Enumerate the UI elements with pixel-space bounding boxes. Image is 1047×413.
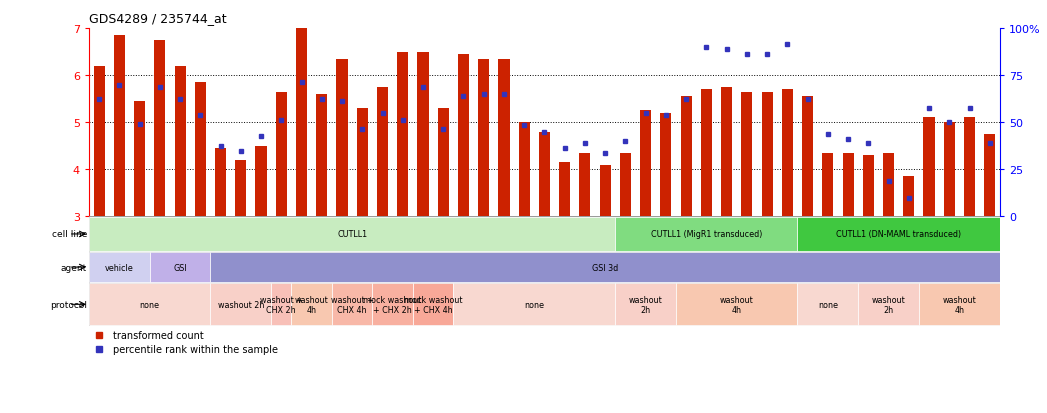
Bar: [397, 52, 408, 217]
Bar: [175, 66, 185, 217]
Bar: [883, 153, 894, 217]
Bar: [438, 109, 449, 217]
Bar: [154, 40, 165, 217]
Text: CUTLL1 (DN-MAML transduced): CUTLL1 (DN-MAML transduced): [837, 230, 961, 239]
Bar: [418, 52, 428, 217]
Bar: [923, 118, 935, 217]
Bar: [919, 284, 1000, 325]
Text: mock washout
+ CHX 4h: mock washout + CHX 4h: [404, 295, 463, 314]
Bar: [616, 218, 798, 251]
Bar: [579, 153, 591, 217]
Text: vehicle: vehicle: [105, 263, 134, 272]
Bar: [620, 153, 631, 217]
Text: protocol: protocol: [50, 300, 87, 309]
Text: washout
4h: washout 4h: [295, 295, 329, 314]
Text: transformed count: transformed count: [113, 330, 204, 340]
Bar: [904, 177, 914, 217]
Bar: [984, 135, 996, 217]
Text: GSI: GSI: [173, 263, 187, 272]
Bar: [275, 93, 287, 217]
Text: percentile rank within the sample: percentile rank within the sample: [113, 344, 279, 354]
Bar: [89, 252, 150, 282]
Bar: [271, 284, 291, 325]
Text: GDS4289 / 235744_at: GDS4289 / 235744_at: [89, 12, 226, 25]
Bar: [943, 123, 955, 217]
Bar: [964, 118, 975, 217]
Bar: [681, 97, 692, 217]
Bar: [559, 163, 571, 217]
Bar: [336, 59, 348, 217]
Bar: [478, 59, 489, 217]
Bar: [721, 88, 732, 217]
Bar: [134, 102, 146, 217]
Text: washout
2h: washout 2h: [872, 295, 906, 314]
Text: washout +
CHX 4h: washout + CHX 4h: [331, 295, 374, 314]
Text: agent: agent: [61, 263, 87, 272]
Bar: [822, 153, 833, 217]
Bar: [453, 284, 616, 325]
Bar: [255, 146, 267, 217]
Bar: [798, 284, 859, 325]
Bar: [859, 284, 919, 325]
Bar: [458, 55, 469, 217]
Bar: [413, 284, 453, 325]
Bar: [782, 90, 793, 217]
Bar: [210, 252, 1000, 282]
Text: washout
4h: washout 4h: [720, 295, 754, 314]
Bar: [93, 66, 105, 217]
Text: cell line: cell line: [51, 230, 87, 239]
Bar: [661, 114, 671, 217]
Text: none: none: [525, 300, 544, 309]
Bar: [89, 284, 210, 325]
Bar: [498, 59, 510, 217]
Bar: [373, 284, 413, 325]
Bar: [195, 83, 206, 217]
Bar: [700, 90, 712, 217]
Text: washout +
CHX 2h: washout + CHX 2h: [260, 295, 303, 314]
Text: washout
2h: washout 2h: [629, 295, 663, 314]
Text: washout 2h: washout 2h: [218, 300, 264, 309]
Bar: [89, 218, 616, 251]
Bar: [296, 29, 307, 217]
Bar: [236, 160, 246, 217]
Bar: [357, 109, 367, 217]
Text: washout
4h: washout 4h: [942, 295, 976, 314]
Bar: [114, 36, 125, 217]
Bar: [518, 123, 530, 217]
Text: none: none: [818, 300, 838, 309]
Text: CUTLL1: CUTLL1: [337, 230, 367, 239]
Text: CUTLL1 (MigR1 transduced): CUTLL1 (MigR1 transduced): [650, 230, 762, 239]
Bar: [600, 165, 610, 217]
Bar: [676, 284, 798, 325]
Bar: [863, 156, 874, 217]
Bar: [377, 88, 388, 217]
Bar: [215, 149, 226, 217]
Bar: [761, 93, 773, 217]
Bar: [210, 284, 271, 325]
Bar: [741, 93, 753, 217]
Bar: [150, 252, 210, 282]
Bar: [291, 284, 332, 325]
Bar: [539, 132, 550, 217]
Bar: [843, 153, 853, 217]
Bar: [802, 97, 814, 217]
Bar: [616, 284, 676, 325]
Text: GSI 3d: GSI 3d: [592, 263, 619, 272]
Bar: [640, 111, 651, 217]
Text: mock washout
+ CHX 2h: mock washout + CHX 2h: [363, 295, 422, 314]
Bar: [332, 284, 373, 325]
Text: none: none: [139, 300, 160, 309]
Bar: [798, 218, 1000, 251]
Bar: [316, 95, 328, 217]
